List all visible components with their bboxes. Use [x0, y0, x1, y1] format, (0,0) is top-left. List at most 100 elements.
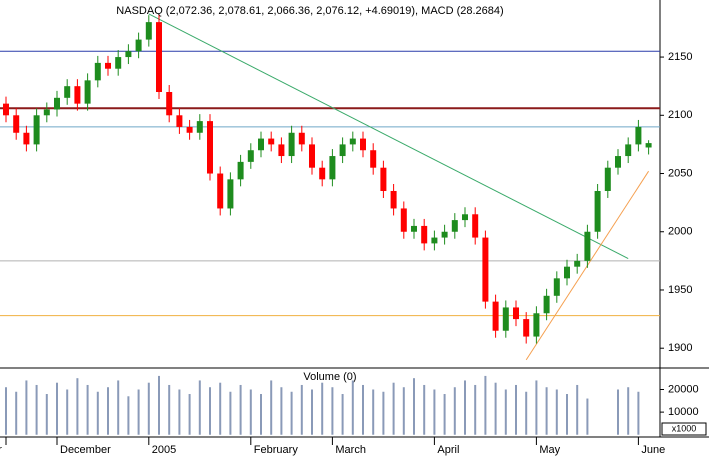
candle-body	[482, 237, 489, 302]
volume-bar	[219, 382, 222, 435]
volume-bar	[86, 384, 89, 435]
volume-bar	[423, 384, 426, 435]
volume-bar	[137, 389, 140, 435]
candle-body	[533, 313, 540, 337]
candle-body	[380, 167, 387, 191]
candle-body	[400, 208, 407, 232]
candle-body	[186, 126, 193, 133]
x-tick-label: February	[254, 444, 299, 456]
x-tick-label: ber	[0, 444, 2, 456]
candle-body	[360, 138, 366, 151]
volume-bar	[239, 384, 242, 435]
candle-body	[64, 86, 71, 98]
candle-body	[94, 62, 101, 81]
candle-body	[645, 143, 652, 148]
volume-bar	[402, 387, 405, 435]
volume-bar	[117, 380, 120, 435]
candle-body	[574, 260, 581, 267]
volume-bar	[413, 378, 415, 435]
volume-bar	[35, 384, 38, 435]
volume-bar	[15, 391, 18, 435]
volume-bar	[107, 387, 109, 435]
volume-bar	[443, 394, 446, 435]
candle-body	[431, 237, 438, 244]
candle-body	[207, 121, 213, 174]
candle-body	[125, 51, 132, 58]
candle-body	[227, 179, 234, 209]
volume-bar	[158, 375, 160, 435]
unit-label: x1000	[672, 423, 697, 433]
volume-bar	[453, 387, 456, 435]
candle-body	[584, 231, 591, 261]
candle-body	[13, 115, 20, 133]
volume-bar	[474, 384, 477, 435]
volume-bar	[494, 382, 497, 435]
candle-body	[309, 144, 315, 168]
y-tick-label: 2100	[668, 109, 692, 121]
candle-body	[145, 22, 152, 40]
volume-bar	[341, 394, 344, 435]
candle-body	[553, 278, 560, 296]
volume-tick-label: 20000	[668, 383, 699, 395]
candle-body	[635, 126, 642, 145]
x-tick-label: 2005	[152, 444, 176, 456]
candle-body	[615, 156, 621, 168]
volume-bar	[321, 382, 324, 435]
volume-bar	[372, 389, 375, 435]
volume-bar	[56, 382, 58, 435]
volume-bar	[464, 380, 466, 435]
candle-body	[594, 190, 601, 232]
candle-body	[135, 39, 142, 52]
volume-bar	[270, 380, 273, 435]
volume-bar	[76, 378, 79, 435]
candle-body	[74, 86, 81, 104]
candle-body	[288, 132, 295, 157]
candle-body	[23, 132, 30, 145]
volume-bar	[576, 384, 579, 435]
x-tick-label: May	[539, 444, 560, 456]
y-tick-label: 2000	[668, 226, 692, 238]
candle-body	[217, 173, 224, 209]
volume-bar	[311, 389, 313, 435]
volume-bar	[25, 380, 28, 435]
candle-body	[390, 190, 397, 209]
volume-bar	[5, 387, 7, 435]
volume-bar	[351, 380, 354, 435]
volume-bar	[45, 394, 48, 435]
unit-box	[661, 422, 707, 436]
candle-body	[3, 103, 9, 116]
volume-bar	[586, 398, 589, 435]
x-tick-label: April	[437, 444, 459, 456]
volume-bar	[382, 391, 385, 435]
candle-body	[411, 225, 417, 232]
volume-bar	[433, 389, 436, 435]
volume-bar	[545, 387, 548, 435]
candle-body	[319, 167, 326, 180]
volume-bar	[168, 384, 171, 435]
candle-body	[105, 62, 111, 69]
candle-body	[268, 138, 275, 145]
candle-body	[472, 214, 479, 238]
volume-bar	[280, 387, 283, 435]
y-tick-label: 1950	[668, 284, 692, 296]
volume-bar	[127, 396, 130, 435]
trend-line	[148, 13, 629, 259]
volume-bar	[362, 384, 364, 435]
candle-body	[421, 225, 428, 244]
candle-body	[462, 214, 468, 221]
candle-body	[329, 156, 336, 180]
volume-title: Volume (0)	[303, 371, 356, 383]
volume-bar	[260, 394, 262, 435]
y-tick-label: 2150	[668, 51, 692, 63]
candle-body	[278, 144, 285, 157]
chart-title: NASDAQ (2,072.36, 2,078.61, 2,066.36, 2,…	[116, 5, 503, 17]
candle-body	[115, 57, 122, 69]
candle-body	[237, 161, 244, 180]
candle-body	[451, 220, 458, 232]
candle-body	[349, 138, 356, 145]
candle-body	[523, 319, 530, 337]
volume-bar	[300, 384, 303, 435]
candle-body	[258, 138, 264, 151]
candle-body	[33, 115, 40, 145]
